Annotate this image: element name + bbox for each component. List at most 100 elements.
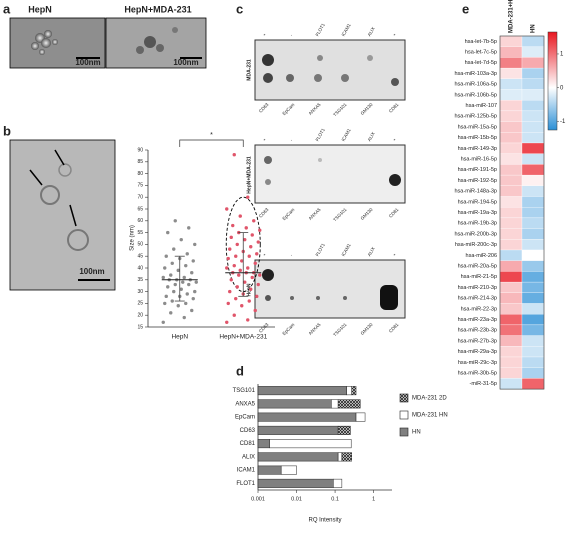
x-tick-label: 1 <box>372 496 375 502</box>
bar-segment <box>257 386 347 396</box>
data-point <box>226 256 230 261</box>
scale-bar-label: 100nm <box>173 58 198 67</box>
blot-lane-label: EpCam <box>281 207 295 221</box>
row-label: hsa-miR-20a-5p <box>458 264 497 270</box>
y-tick-label: CD63 <box>240 428 256 434</box>
heatmap-cell <box>521 121 545 133</box>
blot-lane-label: FLOT1 <box>315 127 327 142</box>
row-label: hsa-miR-200b-3p <box>455 231 498 237</box>
heatmap-cell <box>499 132 523 144</box>
micrograph <box>9 139 116 291</box>
data-point <box>169 311 173 315</box>
colorbar-tick-label: 0 <box>560 85 564 91</box>
heatmap-cell <box>499 324 523 336</box>
blot-lane-label: - <box>289 33 294 37</box>
data-point <box>169 273 173 277</box>
data-point <box>256 282 260 287</box>
data-point <box>232 153 236 157</box>
heatmap-cell <box>521 303 545 315</box>
heatmap-cell <box>521 356 545 368</box>
data-point <box>190 271 194 275</box>
blot <box>254 39 406 101</box>
heatmap-cell <box>521 35 545 47</box>
bar-segment <box>346 386 352 396</box>
y-tick-label: 25 <box>137 301 143 307</box>
data-point <box>240 259 244 263</box>
micrograph <box>9 17 106 69</box>
heatmap-cell <box>521 153 545 165</box>
bar-segment <box>355 412 366 422</box>
data-point <box>247 254 251 258</box>
data-point <box>161 275 165 280</box>
blot-lane-label: ANXA5 <box>308 102 322 116</box>
data-point <box>250 275 254 280</box>
y-tick-label: ICAM1 <box>237 468 256 474</box>
row-label: hsa-miR-15b-5p <box>458 135 497 141</box>
data-point <box>179 287 183 291</box>
data-point <box>170 299 174 303</box>
heatmap-cell <box>521 46 545 58</box>
data-point <box>243 280 247 284</box>
blot-lane-label: CD81 <box>388 102 400 114</box>
micrograph-title: HepN <box>28 4 52 14</box>
data-point <box>229 278 233 282</box>
data-point <box>166 285 170 289</box>
bar-segment <box>341 452 352 462</box>
blot-lane-label: CD63 <box>258 102 270 114</box>
y-tick-label: TSG101 <box>233 388 256 394</box>
data-point <box>225 207 229 211</box>
heatmap-cell <box>499 346 523 358</box>
heatmap-cell <box>499 367 523 379</box>
blot-lane-label: ANXA5 <box>308 207 322 221</box>
heatmap-cell <box>521 57 545 69</box>
data-point <box>176 304 180 308</box>
heatmap-cell <box>521 207 545 219</box>
blot-name: HepN+MDA-231 <box>246 156 252 194</box>
data-point <box>185 252 189 256</box>
legend-swatch <box>399 410 409 420</box>
row-label: hsa-miR-107 <box>466 103 497 109</box>
y-tick-label: 90 <box>137 147 143 153</box>
row-label: hsa-miR-21-5p <box>461 274 497 280</box>
significance-bracket <box>179 139 244 147</box>
bar-segment <box>257 452 339 462</box>
blot-lane-label: CD63 <box>258 207 270 219</box>
column-label: MDA-231+HN <box>509 0 515 33</box>
y-tick-label: 30 <box>137 289 143 295</box>
heatmap-cell <box>521 196 545 208</box>
data-point <box>250 233 254 237</box>
blot-lane-label: * <box>263 253 268 257</box>
data-point <box>173 282 177 287</box>
data-point <box>237 273 241 277</box>
y-tick-label: FLOT1 <box>236 481 255 487</box>
column-label: HN <box>531 24 537 33</box>
row-label: hsa-miR-29a-3p <box>458 349 497 355</box>
row-label: hsa-miR-106b-5p <box>455 92 498 98</box>
data-point <box>166 230 170 235</box>
row-label: hsa-miR-23a-3p <box>458 317 497 323</box>
blot-lane-label: FLOT1 <box>315 242 327 257</box>
row-label: hsa-miR-125b-5p <box>455 114 498 120</box>
row-label: hsa-miR-148a-3p <box>455 189 498 195</box>
heatmap-cell <box>521 324 545 336</box>
row-label: hsa-miR-23b-3p <box>458 328 497 334</box>
x-tick-label: 0.001 <box>251 496 265 502</box>
data-point <box>253 308 257 313</box>
heatmap-cell <box>521 78 545 90</box>
blot-lane-label: CD81 <box>388 322 400 334</box>
row-label: hsa-miR-15a-5p <box>458 124 497 130</box>
y-tick-label: 85 <box>137 159 143 165</box>
heatmap-cell <box>521 67 545 79</box>
heatmap-cell <box>499 239 523 251</box>
data-point <box>187 282 191 287</box>
heatmap-cell <box>521 174 545 186</box>
blot-lane-label: ALIX <box>367 246 376 257</box>
blot-lane-label: * <box>393 253 398 257</box>
data-point <box>246 266 250 270</box>
heatmap-cell <box>499 217 523 229</box>
row-label: hsa-let-7b-5p <box>465 39 497 45</box>
heatmap-cell <box>499 271 523 283</box>
heatmap-cell <box>499 142 523 154</box>
heatmap-cell <box>499 78 523 90</box>
